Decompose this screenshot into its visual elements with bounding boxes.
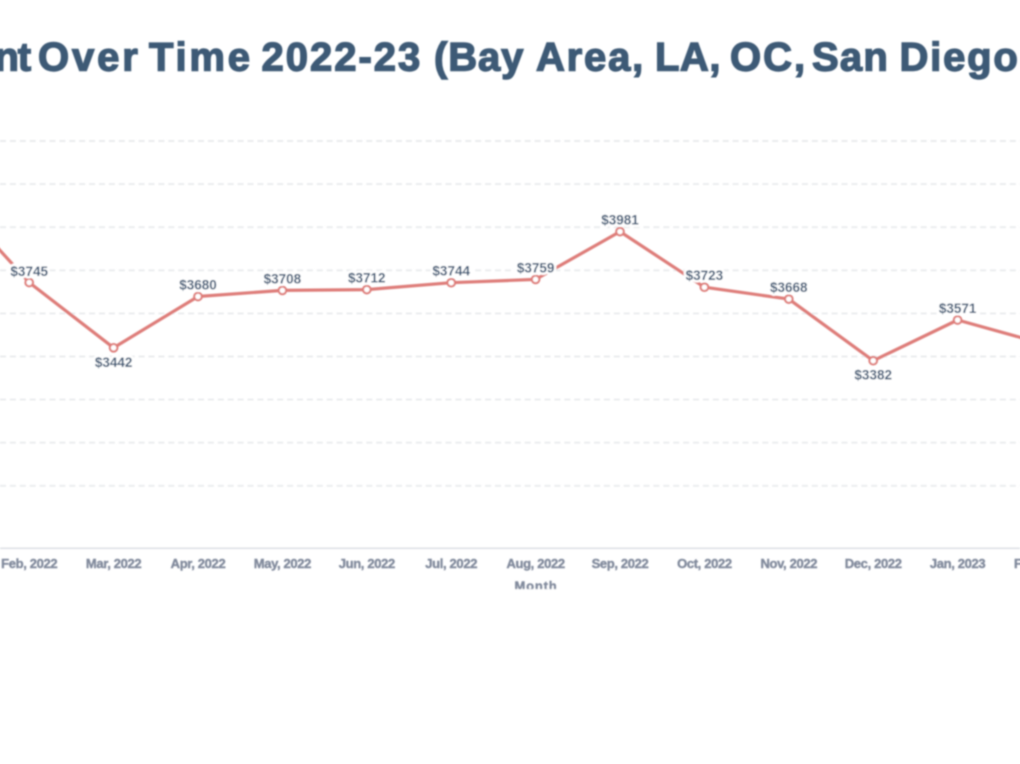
svg-text:May, 2022: May, 2022 (254, 556, 311, 571)
svg-text:$3712: $3712 (348, 271, 386, 286)
svg-text:$3668: $3668 (770, 280, 808, 295)
svg-text:Nov, 2022: Nov, 2022 (761, 556, 818, 571)
svg-text:$3382: $3382 (854, 368, 892, 383)
svg-text:Dec, 2022: Dec, 2022 (845, 556, 902, 571)
svg-text:$3571: $3571 (939, 301, 977, 316)
svg-text:Sep, 2022: Sep, 2022 (592, 556, 649, 571)
svg-text:Feb, 2022: Feb, 2022 (1, 556, 57, 571)
svg-text:$3708: $3708 (264, 271, 302, 286)
svg-text:$3723: $3723 (686, 268, 724, 283)
svg-text:Jun, 2022: Jun, 2022 (339, 556, 395, 571)
svg-text:Jul, 2022: Jul, 2022 (425, 556, 477, 571)
svg-text:Oct, 2022: Oct, 2022 (677, 556, 732, 571)
svg-text:Jan, 2023: Jan, 2023 (930, 556, 986, 571)
svg-text:$3744: $3744 (432, 264, 470, 279)
svg-text:$3745: $3745 (10, 264, 48, 279)
svg-text:$3981: $3981 (601, 213, 639, 228)
svg-text:Mar, 2022: Mar, 2022 (86, 556, 142, 571)
svg-text:Aug, 2022: Aug, 2022 (506, 556, 564, 571)
svg-text:$3759: $3759 (517, 260, 555, 275)
svg-text:Apr, 2022: Apr, 2022 (171, 556, 226, 571)
svg-text:Feb, 2023: Feb, 2023 (1014, 556, 1020, 571)
svg-text:$3442: $3442 (95, 355, 133, 370)
svg-text:$3680: $3680 (179, 278, 217, 293)
